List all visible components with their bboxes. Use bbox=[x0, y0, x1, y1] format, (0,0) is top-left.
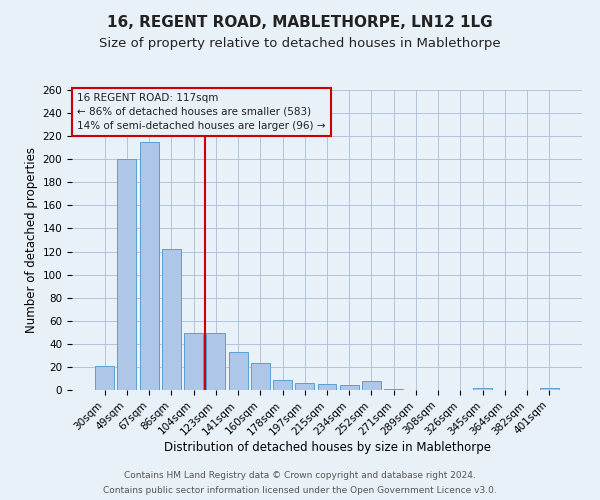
Bar bbox=[540, 388, 559, 390]
Bar bbox=[273, 380, 292, 390]
X-axis label: Distribution of detached houses by size in Mablethorpe: Distribution of detached houses by size … bbox=[163, 440, 491, 454]
Bar bbox=[184, 334, 203, 390]
Bar bbox=[95, 366, 114, 390]
Bar bbox=[384, 389, 403, 390]
Text: Size of property relative to detached houses in Mablethorpe: Size of property relative to detached ho… bbox=[99, 38, 501, 51]
Bar bbox=[206, 334, 225, 390]
Bar bbox=[251, 364, 270, 390]
Bar bbox=[317, 384, 337, 390]
Text: 16 REGENT ROAD: 117sqm
← 86% of detached houses are smaller (583)
14% of semi-de: 16 REGENT ROAD: 117sqm ← 86% of detached… bbox=[77, 93, 326, 131]
Bar bbox=[340, 386, 359, 390]
Bar bbox=[295, 383, 314, 390]
Bar bbox=[162, 249, 181, 390]
Bar bbox=[118, 159, 136, 390]
Text: Contains public sector information licensed under the Open Government Licence v3: Contains public sector information licen… bbox=[103, 486, 497, 495]
Text: Contains HM Land Registry data © Crown copyright and database right 2024.: Contains HM Land Registry data © Crown c… bbox=[124, 471, 476, 480]
Bar bbox=[473, 388, 492, 390]
Bar bbox=[362, 381, 381, 390]
Bar bbox=[229, 352, 248, 390]
Y-axis label: Number of detached properties: Number of detached properties bbox=[25, 147, 38, 333]
Bar bbox=[140, 142, 158, 390]
Text: 16, REGENT ROAD, MABLETHORPE, LN12 1LG: 16, REGENT ROAD, MABLETHORPE, LN12 1LG bbox=[107, 15, 493, 30]
